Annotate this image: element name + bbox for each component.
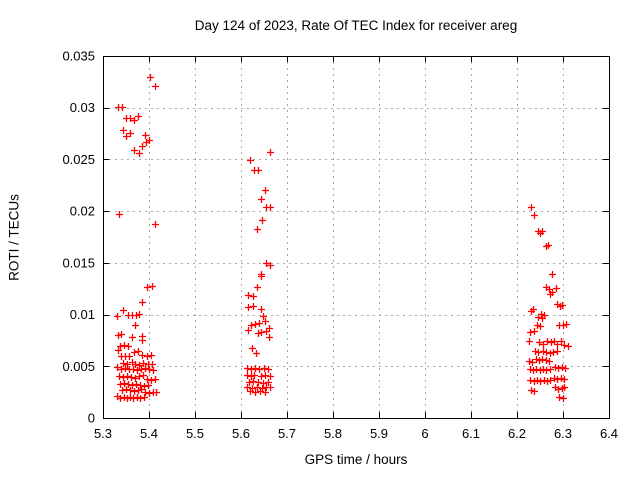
y-tick-label: 0.01 [70,307,95,322]
x-tick-label: 6 [421,426,428,441]
y-tick-label: 0.03 [70,100,95,115]
x-tick-label: 5.4 [140,426,158,441]
y-tick-label: 0.005 [62,359,95,374]
x-tick-label: 5.3 [94,426,112,441]
gridlines [103,56,609,418]
x-tick-label: 5.7 [278,426,296,441]
y-tick-label: 0.02 [70,204,95,219]
x-tick-label: 6.2 [508,426,526,441]
x-tick-label: 5.9 [370,426,388,441]
tick-labels: 5.3 5.4 5.5 5.6 5.7 5.8 5.9 6 6.1 6.2 6.3 6.4 0 0.005… [62,49,618,442]
x-tick-label: 6.3 [554,426,572,441]
x-tick-label: 5.6 [232,426,250,441]
data-point-series [114,74,572,402]
y-tick-label: 0.025 [62,152,95,167]
x-tick-label: 6.1 [462,426,480,441]
y-tick-label: 0.015 [62,255,95,270]
x-axis-label: GPS time / hours [304,452,408,467]
x-tick-label: 6.4 [600,426,618,441]
x-tick-label: 5.5 [186,426,204,441]
plot-border [103,56,610,419]
chart-title: Day 124 of 2023, Rate Of TEC Index for r… [194,18,518,33]
y-tick-label: 0.035 [62,49,95,64]
x-tick-label: 5.8 [324,426,342,441]
tick-marks [103,56,610,419]
data-points [114,74,572,402]
y-tick-label: 0 [88,411,95,426]
